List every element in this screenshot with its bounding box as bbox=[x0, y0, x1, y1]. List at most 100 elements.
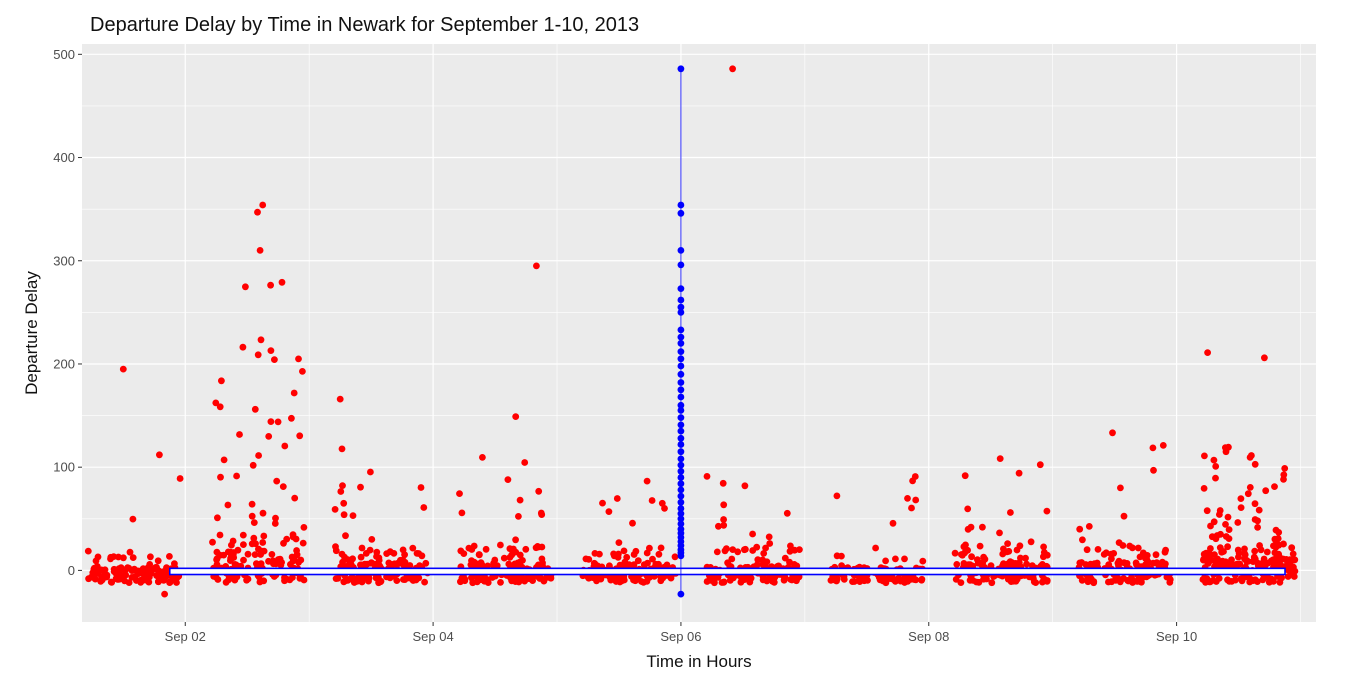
red-point-564 bbox=[517, 573, 525, 581]
red-point-764 bbox=[720, 516, 727, 523]
red-point-559 bbox=[491, 556, 499, 564]
red-point-415 bbox=[383, 550, 391, 557]
red-point-1267 bbox=[1123, 560, 1131, 567]
red-point-1364 bbox=[1207, 545, 1214, 552]
red-point-1487 bbox=[1214, 555, 1221, 563]
red-point-109 bbox=[84, 547, 92, 555]
red-point-1137 bbox=[1030, 575, 1037, 582]
red-point-779 bbox=[786, 558, 793, 566]
red-point-1507 bbox=[1222, 533, 1230, 540]
red-point-1035 bbox=[964, 505, 972, 513]
red-point-720 bbox=[610, 552, 618, 560]
red-point-255 bbox=[290, 555, 298, 562]
red-point-700 bbox=[630, 551, 638, 558]
red-point-933 bbox=[892, 555, 899, 563]
blue-point-0 bbox=[677, 65, 685, 73]
red-point-997 bbox=[888, 575, 896, 583]
red-point-1458 bbox=[1255, 506, 1263, 514]
red-point-1229 bbox=[1132, 559, 1140, 567]
blue-point-8 bbox=[677, 309, 685, 316]
red-point-633 bbox=[646, 544, 653, 552]
red-point-118 bbox=[91, 575, 99, 583]
red-point-823 bbox=[728, 555, 736, 563]
red-point-955 bbox=[912, 496, 920, 504]
red-point-1131 bbox=[1043, 578, 1051, 585]
red-point-195 bbox=[291, 494, 299, 502]
x-tick-label-0: Sep 02 bbox=[165, 629, 206, 644]
red-point-1063 bbox=[979, 523, 986, 531]
red-point-422 bbox=[375, 573, 382, 581]
red-point-870 bbox=[796, 546, 803, 553]
red-point-395 bbox=[342, 532, 349, 540]
red-point-719 bbox=[612, 578, 620, 585]
red-point-1087 bbox=[996, 455, 1004, 462]
red-point-505 bbox=[479, 454, 486, 461]
red-point-205 bbox=[240, 541, 247, 548]
red-point-207 bbox=[229, 537, 237, 545]
blue-point-10 bbox=[677, 333, 685, 341]
red-point-522 bbox=[506, 545, 514, 553]
red-point-173 bbox=[265, 433, 273, 440]
red-point-631 bbox=[629, 519, 636, 527]
red-point-204 bbox=[228, 573, 235, 581]
red-point-701 bbox=[661, 505, 668, 512]
red-point-1500 bbox=[1233, 560, 1241, 568]
red-point-1381 bbox=[1237, 495, 1245, 502]
red-point-1029 bbox=[1015, 469, 1023, 477]
blue-point-1 bbox=[677, 201, 685, 209]
blue-point-22 bbox=[677, 421, 685, 429]
plot-panel bbox=[82, 44, 1316, 622]
red-point-273 bbox=[220, 551, 228, 559]
red-point-196 bbox=[296, 432, 304, 440]
red-point-421 bbox=[348, 573, 356, 581]
red-point-1462 bbox=[1235, 549, 1243, 557]
red-point-164 bbox=[299, 368, 306, 375]
red-point-393 bbox=[422, 559, 430, 567]
red-point-689 bbox=[615, 539, 623, 546]
red-point-117 bbox=[128, 574, 136, 581]
red-point-1499 bbox=[1268, 575, 1275, 583]
red-point-276 bbox=[243, 576, 251, 584]
red-point-808 bbox=[783, 509, 791, 517]
red-point-269 bbox=[253, 560, 261, 568]
red-point-852 bbox=[753, 561, 761, 569]
red-point-209 bbox=[269, 558, 277, 566]
red-point-224 bbox=[300, 524, 308, 531]
red-point-1508 bbox=[1254, 562, 1262, 570]
red-point-235 bbox=[213, 556, 221, 564]
red-point-373 bbox=[332, 575, 340, 582]
red-point-254 bbox=[271, 520, 279, 527]
red-point-1337 bbox=[1222, 521, 1229, 528]
red-point-369 bbox=[421, 578, 428, 586]
red-point-225 bbox=[293, 547, 300, 554]
red-point-443 bbox=[522, 545, 530, 553]
red-point-526 bbox=[538, 511, 546, 518]
red-point-419 bbox=[375, 578, 383, 586]
red-point-365 bbox=[390, 550, 398, 557]
red-point-337 bbox=[340, 499, 348, 507]
red-point-1317 bbox=[1251, 500, 1259, 508]
red-point-1454 bbox=[1210, 518, 1218, 526]
red-point-1463 bbox=[1270, 542, 1277, 550]
red-point-1198 bbox=[1159, 442, 1167, 449]
red-point-1120 bbox=[1004, 540, 1011, 547]
red-point-574 bbox=[521, 459, 529, 466]
red-point-220 bbox=[236, 431, 243, 438]
blue-point-7 bbox=[677, 303, 685, 311]
red-point-329 bbox=[358, 544, 366, 552]
red-point-391 bbox=[416, 562, 423, 569]
y-tick-label-3: 300 bbox=[53, 253, 75, 268]
red-point-1372 bbox=[1275, 550, 1282, 558]
red-point-494 bbox=[516, 496, 524, 504]
blue-point-23 bbox=[677, 427, 685, 435]
red-point-992 bbox=[909, 477, 916, 485]
annotation-box bbox=[168, 567, 1286, 576]
blue-point-25 bbox=[677, 441, 685, 448]
red-point-321 bbox=[418, 552, 426, 560]
red-point-466 bbox=[504, 476, 512, 483]
red-point-1101 bbox=[1012, 577, 1020, 585]
red-point-1441 bbox=[1200, 485, 1208, 492]
blue-point-15 bbox=[677, 370, 685, 378]
red-point-2 bbox=[129, 554, 137, 561]
red-point-272 bbox=[295, 558, 302, 566]
